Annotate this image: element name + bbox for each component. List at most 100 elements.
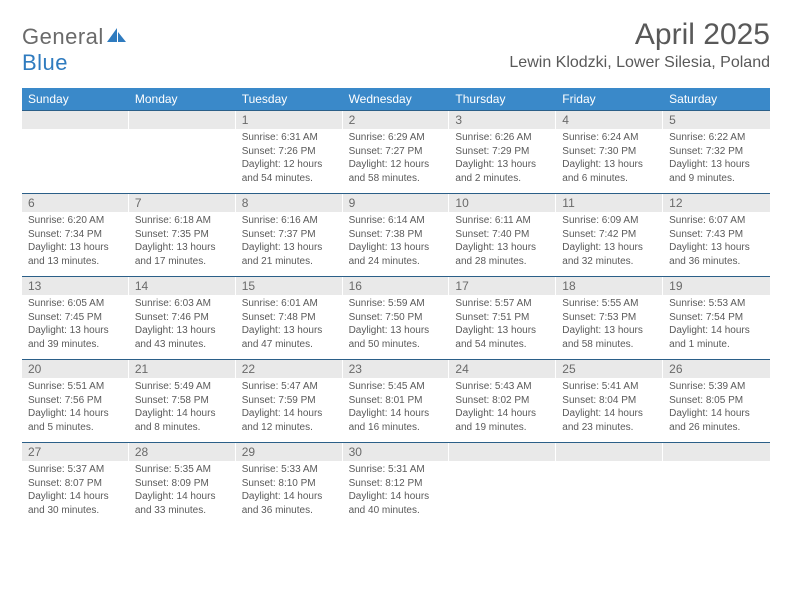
sunrise-text: Sunrise: 5:47 AM — [242, 380, 337, 394]
sunrise-text: Sunrise: 5:37 AM — [28, 463, 123, 477]
day-number: 6 — [22, 194, 129, 212]
day-cell: 9Sunrise: 6:14 AMSunset: 7:38 PMDaylight… — [343, 194, 450, 276]
sunset-text: Sunset: 7:51 PM — [455, 311, 550, 325]
sunrise-text: Sunrise: 6:14 AM — [349, 214, 444, 228]
day-number — [129, 111, 236, 129]
daylight-text: Daylight: 14 hours and 1 minute. — [669, 324, 764, 351]
sunset-text: Sunset: 7:56 PM — [28, 394, 123, 408]
daylight-text: Daylight: 13 hours and 50 minutes. — [349, 324, 444, 351]
day-body: Sunrise: 6:20 AMSunset: 7:34 PMDaylight:… — [22, 212, 129, 272]
week-row: 1Sunrise: 6:31 AMSunset: 7:26 PMDaylight… — [22, 110, 770, 193]
daylight-text: Daylight: 12 hours and 58 minutes. — [349, 158, 444, 185]
daylight-text: Daylight: 13 hours and 24 minutes. — [349, 241, 444, 268]
day-body: Sunrise: 6:05 AMSunset: 7:45 PMDaylight:… — [22, 295, 129, 355]
daylight-text: Daylight: 13 hours and 13 minutes. — [28, 241, 123, 268]
day-body: Sunrise: 6:18 AMSunset: 7:35 PMDaylight:… — [129, 212, 236, 272]
day-number: 20 — [22, 360, 129, 378]
day-cell: 30Sunrise: 5:31 AMSunset: 8:12 PMDayligh… — [343, 443, 450, 525]
day-number: 27 — [22, 443, 129, 461]
day-cell: 18Sunrise: 5:55 AMSunset: 7:53 PMDayligh… — [556, 277, 663, 359]
sunset-text: Sunset: 7:40 PM — [455, 228, 550, 242]
daylight-text: Daylight: 14 hours and 36 minutes. — [242, 490, 337, 517]
day-body: Sunrise: 6:22 AMSunset: 7:32 PMDaylight:… — [663, 129, 770, 189]
day-number: 11 — [556, 194, 663, 212]
sunrise-text: Sunrise: 5:53 AM — [669, 297, 764, 311]
day-number: 15 — [236, 277, 343, 295]
week-row: 6Sunrise: 6:20 AMSunset: 7:34 PMDaylight… — [22, 193, 770, 276]
day-body: Sunrise: 6:01 AMSunset: 7:48 PMDaylight:… — [236, 295, 343, 355]
day-body: Sunrise: 5:57 AMSunset: 7:51 PMDaylight:… — [449, 295, 556, 355]
day-cell: 6Sunrise: 6:20 AMSunset: 7:34 PMDaylight… — [22, 194, 129, 276]
daylight-text: Daylight: 14 hours and 5 minutes. — [28, 407, 123, 434]
week-row: 20Sunrise: 5:51 AMSunset: 7:56 PMDayligh… — [22, 359, 770, 442]
sunset-text: Sunset: 8:12 PM — [349, 477, 444, 491]
sunrise-text: Sunrise: 5:59 AM — [349, 297, 444, 311]
sunset-text: Sunset: 7:53 PM — [562, 311, 657, 325]
day-cell: 7Sunrise: 6:18 AMSunset: 7:35 PMDaylight… — [129, 194, 236, 276]
day-number: 17 — [449, 277, 556, 295]
day-cell: 24Sunrise: 5:43 AMSunset: 8:02 PMDayligh… — [449, 360, 556, 442]
sunset-text: Sunset: 7:26 PM — [242, 145, 337, 159]
day-body — [663, 461, 770, 467]
sunrise-text: Sunrise: 5:35 AM — [135, 463, 230, 477]
weekday-saturday: Saturday — [663, 88, 770, 110]
daylight-text: Daylight: 13 hours and 47 minutes. — [242, 324, 337, 351]
day-cell: 12Sunrise: 6:07 AMSunset: 7:43 PMDayligh… — [663, 194, 770, 276]
day-cell: 15Sunrise: 6:01 AMSunset: 7:48 PMDayligh… — [236, 277, 343, 359]
day-body: Sunrise: 6:09 AMSunset: 7:42 PMDaylight:… — [556, 212, 663, 272]
sunset-text: Sunset: 7:38 PM — [349, 228, 444, 242]
day-cell — [22, 111, 129, 193]
sunset-text: Sunset: 8:02 PM — [455, 394, 550, 408]
sunrise-text: Sunrise: 5:57 AM — [455, 297, 550, 311]
day-cell: 10Sunrise: 6:11 AMSunset: 7:40 PMDayligh… — [449, 194, 556, 276]
daylight-text: Daylight: 14 hours and 12 minutes. — [242, 407, 337, 434]
day-cell: 23Sunrise: 5:45 AMSunset: 8:01 PMDayligh… — [343, 360, 450, 442]
day-body: Sunrise: 5:33 AMSunset: 8:10 PMDaylight:… — [236, 461, 343, 521]
day-number: 10 — [449, 194, 556, 212]
daylight-text: Daylight: 13 hours and 17 minutes. — [135, 241, 230, 268]
sunrise-text: Sunrise: 6:22 AM — [669, 131, 764, 145]
day-number: 24 — [449, 360, 556, 378]
day-body — [556, 461, 663, 467]
day-number: 28 — [129, 443, 236, 461]
day-cell: 19Sunrise: 5:53 AMSunset: 7:54 PMDayligh… — [663, 277, 770, 359]
sunrise-text: Sunrise: 6:01 AM — [242, 297, 337, 311]
day-number — [663, 443, 770, 461]
day-number: 16 — [343, 277, 450, 295]
sunrise-text: Sunrise: 5:39 AM — [669, 380, 764, 394]
daylight-text: Daylight: 14 hours and 8 minutes. — [135, 407, 230, 434]
daylight-text: Daylight: 13 hours and 9 minutes. — [669, 158, 764, 185]
day-body: Sunrise: 5:31 AMSunset: 8:12 PMDaylight:… — [343, 461, 450, 521]
daylight-text: Daylight: 14 hours and 23 minutes. — [562, 407, 657, 434]
weekday-thursday: Thursday — [449, 88, 556, 110]
sunset-text: Sunset: 7:48 PM — [242, 311, 337, 325]
sunrise-text: Sunrise: 5:55 AM — [562, 297, 657, 311]
day-body: Sunrise: 5:41 AMSunset: 8:04 PMDaylight:… — [556, 378, 663, 438]
day-cell: 29Sunrise: 5:33 AMSunset: 8:10 PMDayligh… — [236, 443, 343, 525]
sunrise-text: Sunrise: 6:05 AM — [28, 297, 123, 311]
day-body: Sunrise: 5:37 AMSunset: 8:07 PMDaylight:… — [22, 461, 129, 521]
sunrise-text: Sunrise: 6:29 AM — [349, 131, 444, 145]
day-number: 3 — [449, 111, 556, 129]
day-cell: 14Sunrise: 6:03 AMSunset: 7:46 PMDayligh… — [129, 277, 236, 359]
day-number: 22 — [236, 360, 343, 378]
sunset-text: Sunset: 7:43 PM — [669, 228, 764, 242]
day-body: Sunrise: 6:14 AMSunset: 7:38 PMDaylight:… — [343, 212, 450, 272]
daylight-text: Daylight: 14 hours and 33 minutes. — [135, 490, 230, 517]
day-cell: 25Sunrise: 5:41 AMSunset: 8:04 PMDayligh… — [556, 360, 663, 442]
sunset-text: Sunset: 8:01 PM — [349, 394, 444, 408]
sunrise-text: Sunrise: 5:41 AM — [562, 380, 657, 394]
daylight-text: Daylight: 13 hours and 32 minutes. — [562, 241, 657, 268]
sunset-text: Sunset: 7:45 PM — [28, 311, 123, 325]
sunrise-text: Sunrise: 6:03 AM — [135, 297, 230, 311]
day-cell: 28Sunrise: 5:35 AMSunset: 8:09 PMDayligh… — [129, 443, 236, 525]
day-body: Sunrise: 6:24 AMSunset: 7:30 PMDaylight:… — [556, 129, 663, 189]
weekday-wednesday: Wednesday — [343, 88, 450, 110]
day-number: 2 — [343, 111, 450, 129]
day-body: Sunrise: 6:26 AMSunset: 7:29 PMDaylight:… — [449, 129, 556, 189]
day-cell: 4Sunrise: 6:24 AMSunset: 7:30 PMDaylight… — [556, 111, 663, 193]
daylight-text: Daylight: 14 hours and 16 minutes. — [349, 407, 444, 434]
day-body: Sunrise: 6:31 AMSunset: 7:26 PMDaylight:… — [236, 129, 343, 189]
day-number — [449, 443, 556, 461]
daylight-text: Daylight: 14 hours and 40 minutes. — [349, 490, 444, 517]
